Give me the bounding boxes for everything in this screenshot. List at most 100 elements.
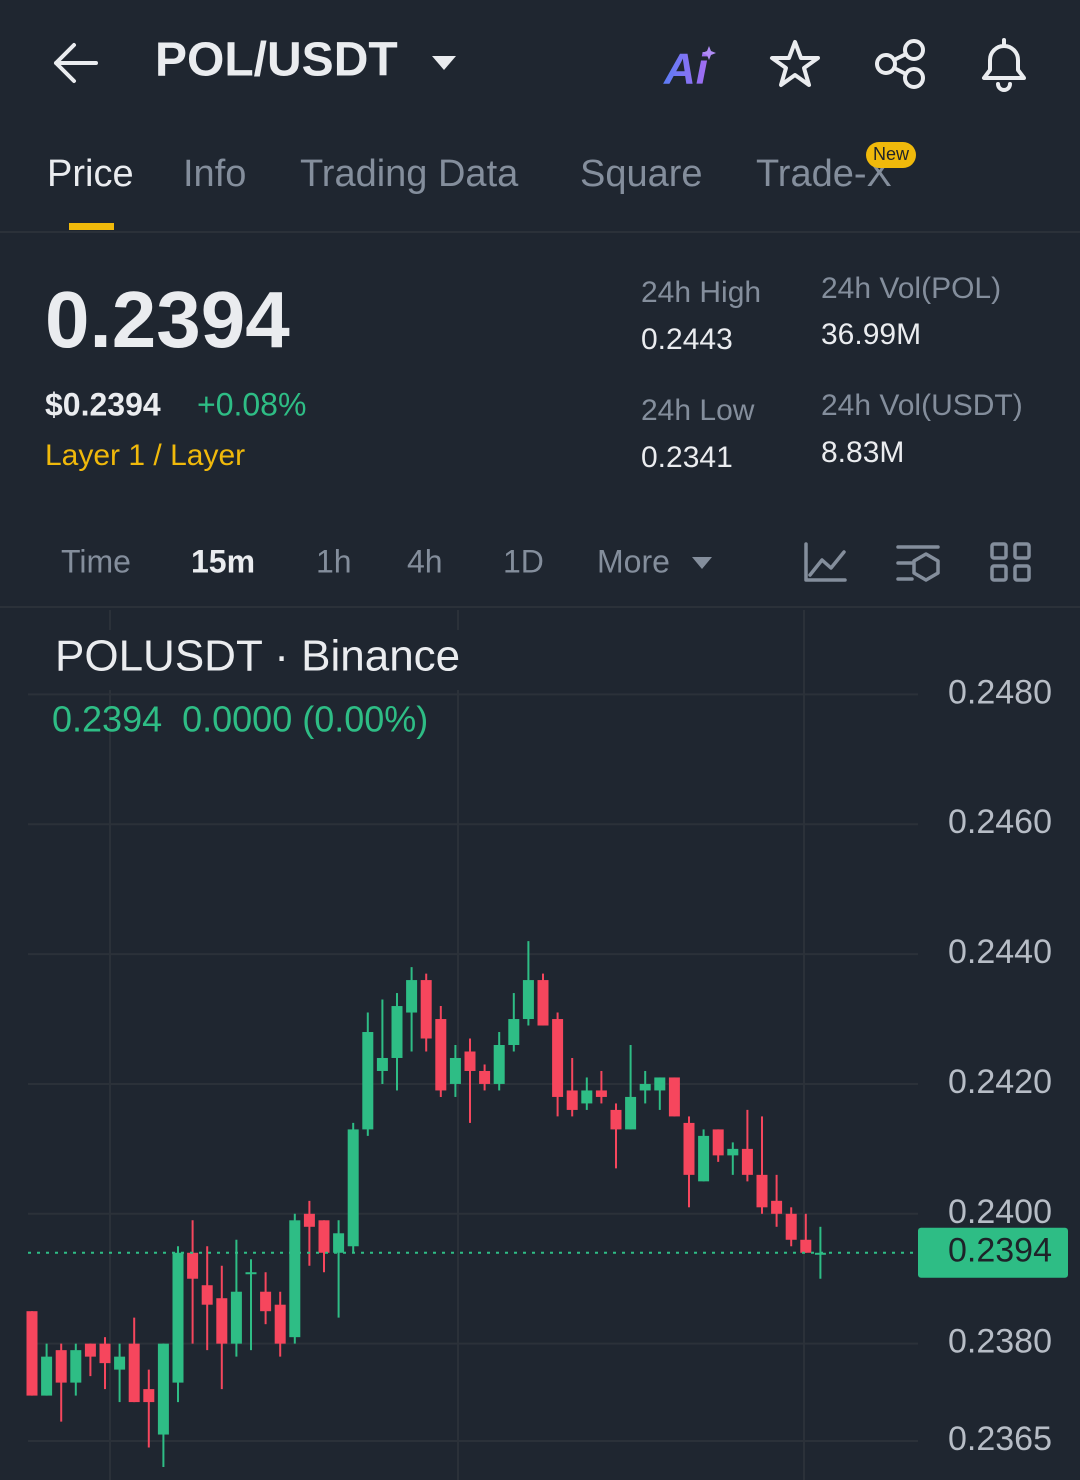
candle-body — [289, 1220, 301, 1338]
stat-value: 36.99M — [821, 318, 921, 351]
candle-body — [303, 1213, 315, 1227]
layout-button[interactable] — [990, 542, 1031, 582]
stat-value: 0.2443 — [641, 323, 733, 356]
interval[interactable]: 1D — [503, 543, 544, 579]
y-tick-label: 0.2365 — [948, 1420, 1052, 1458]
candle-body — [391, 1006, 403, 1058]
y-tick-label: 0.2380 — [948, 1323, 1052, 1361]
candle-body — [420, 980, 432, 1039]
new-badge — [866, 142, 916, 168]
chart: 0.2480 0.2460 0.2440 0.2420 0.2400 0.2380 0.23… — [26, 610, 1068, 1480]
candle-body — [435, 1019, 447, 1091]
pair-title[interactable]: POL/USDT — [155, 34, 398, 87]
y-tick-label: 0.2400 — [948, 1193, 1052, 1231]
tab[interactable]: Info — [183, 153, 246, 195]
candle-body — [464, 1051, 476, 1071]
chart-title: POLUSDT · Binance — [55, 632, 460, 681]
candle-body — [785, 1213, 797, 1240]
y-tick-label: 0.2480 — [948, 673, 1052, 711]
candle-body — [537, 980, 549, 1026]
candle-body — [508, 1019, 520, 1045]
current-price-tag — [918, 1227, 1068, 1278]
candle-body — [128, 1343, 140, 1403]
candle-body — [639, 1083, 651, 1091]
candle-body — [55, 1350, 67, 1383]
stat-value: 0.2341 — [641, 441, 733, 474]
candle-body — [260, 1291, 272, 1312]
candle-body — [172, 1252, 184, 1383]
settings-button[interactable] — [896, 545, 940, 582]
candle-body — [201, 1285, 213, 1305]
candle-body — [406, 980, 418, 1013]
candle-body — [756, 1174, 768, 1208]
candle-body — [245, 1272, 257, 1275]
candle-body — [595, 1090, 607, 1097]
pair-dropdown[interactable] — [432, 56, 456, 70]
candle-body — [522, 980, 534, 1020]
interval[interactable]: 15m — [191, 543, 255, 579]
y-tick-label: 0.2460 — [948, 803, 1052, 841]
candle-body — [70, 1350, 82, 1383]
candle-body — [274, 1304, 286, 1344]
candle-body — [84, 1343, 96, 1357]
favorite-button[interactable] — [770, 40, 820, 87]
candle-body — [625, 1096, 637, 1130]
candle-body — [683, 1122, 695, 1175]
candle-body — [566, 1090, 578, 1110]
candle-body — [449, 1057, 461, 1084]
candle-body — [610, 1109, 622, 1130]
candle-body — [479, 1070, 491, 1084]
more-dropdown[interactable] — [692, 557, 712, 569]
alert-button[interactable] — [982, 38, 1026, 92]
tab[interactable]: Square — [580, 153, 703, 195]
candle-body — [187, 1252, 199, 1279]
y-tick-label: 0.2420 — [948, 1063, 1052, 1101]
candle-body — [654, 1077, 666, 1091]
y-tick-label: 0.2440 — [948, 933, 1052, 971]
current-price-label: 0.2394 — [948, 1232, 1052, 1270]
new-badge-text: New — [873, 144, 910, 164]
candle-body — [99, 1343, 111, 1364]
stat-label: 24h High — [641, 276, 761, 309]
indicator-button[interactable] — [804, 542, 847, 582]
chart-legend: POLUSDT · Binance 0.2394 0.0000 (0.00%) — [28, 630, 480, 740]
candle-body — [26, 1311, 38, 1396]
back-button[interactable] — [54, 43, 98, 83]
interval[interactable]: 4h — [407, 543, 443, 579]
legend-bg — [28, 630, 480, 690]
candle-body — [698, 1135, 710, 1182]
candle-body — [712, 1129, 724, 1156]
candle-body — [552, 1019, 564, 1097]
candle-body — [727, 1148, 739, 1156]
candle-body — [216, 1298, 228, 1344]
interval[interactable]: More — [597, 543, 670, 579]
candle-body — [333, 1233, 345, 1253]
ai-button[interactable]: Ai — [663, 45, 709, 94]
stat-label: 24h Low — [641, 394, 755, 427]
last-price: 0.2394 — [45, 275, 290, 364]
tab[interactable]: Price — [47, 153, 134, 195]
chart-subtitle: 0.2394 0.0000 (0.00%) — [52, 699, 428, 740]
tab-indicator — [69, 223, 114, 230]
tab[interactable]: Trading Data — [300, 153, 519, 195]
interval[interactable]: 1h — [316, 543, 352, 579]
tags[interactable]: Layer 1 / Layer — [45, 439, 245, 472]
candle-body — [362, 1032, 374, 1130]
stat-label: 24h Vol(POL) — [821, 272, 1001, 305]
candle-body — [230, 1291, 242, 1344]
interval[interactable]: Time — [61, 543, 131, 579]
usd-price: $0.2394 — [45, 386, 161, 422]
price-change: +0.08% — [197, 386, 306, 422]
stat-value: 8.83M — [821, 436, 904, 469]
candle-body — [668, 1077, 680, 1117]
candle-body — [114, 1356, 126, 1370]
candle-body — [581, 1090, 593, 1104]
ai-sparkle — [702, 46, 716, 60]
candle-body — [143, 1389, 155, 1403]
stat-label: 24h Vol(USDT) — [821, 389, 1023, 422]
candle-body — [41, 1356, 53, 1396]
candle-body — [800, 1239, 812, 1253]
share-button[interactable] — [875, 39, 925, 89]
